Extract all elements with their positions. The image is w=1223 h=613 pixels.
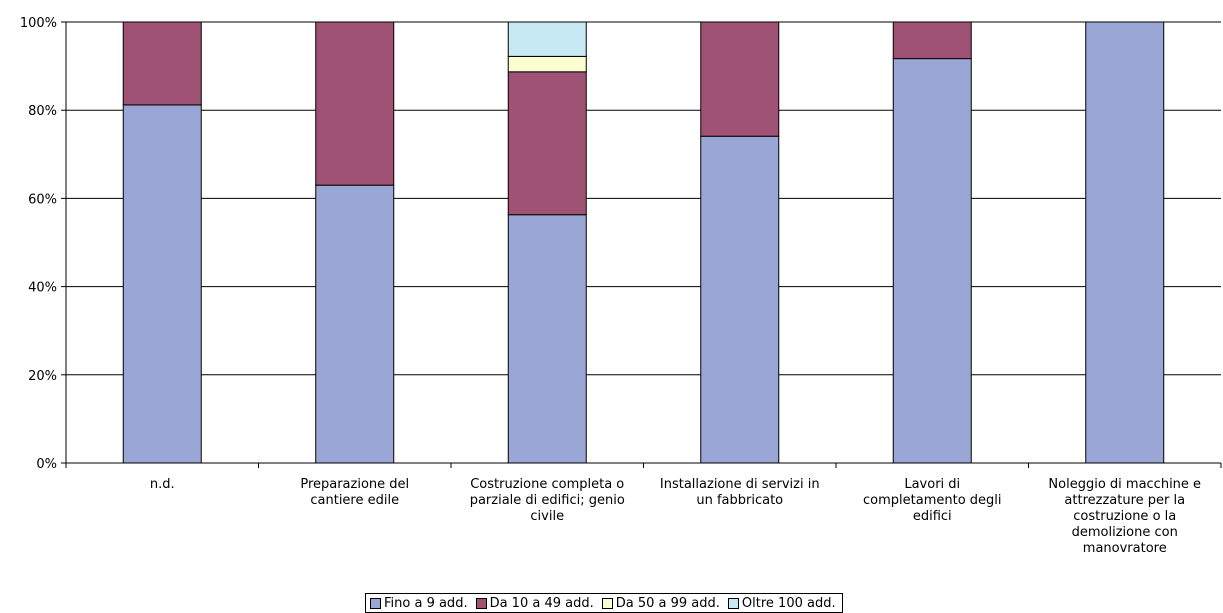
y-tick-label: 20%	[28, 369, 57, 384]
legend-label: Fino a 9 add.	[384, 595, 468, 611]
bar-segment	[507, 55, 587, 73]
x-category-label: Costruzione completa o parziale di edifi…	[469, 477, 625, 524]
bar-segment	[700, 135, 780, 464]
y-tick-label: 40%	[28, 281, 57, 296]
bar-segment	[892, 21, 972, 60]
legend-swatch	[601, 597, 613, 609]
x-category-label: n.d.	[149, 477, 175, 492]
legend-label: Oltre 100 add.	[741, 595, 836, 611]
bar-segment	[315, 21, 395, 186]
y-tick-label: 60%	[28, 192, 57, 207]
bar-segment	[1085, 21, 1165, 464]
axes	[65, 22, 1222, 468]
bar-segment	[122, 21, 202, 106]
bar-segment	[507, 71, 587, 216]
y-tick-label: 80%	[28, 104, 57, 119]
legend-swatch	[475, 597, 487, 609]
x-category-label: Preparazione del cantiere edile	[300, 477, 410, 508]
legend-label: Da 50 a 99 add.	[615, 595, 720, 611]
y-axis-tick-labels: 0% 20% 40% 60% 80% 100%	[20, 16, 57, 472]
gridlines	[61, 21, 1221, 464]
legend-swatch	[370, 597, 381, 609]
bar-segment	[507, 21, 587, 57]
stacked-bar-chart: 0% 20% 40% 60% 80% 100%	[20, 16, 1222, 472]
y-tick-label: 0%	[36, 457, 57, 472]
bars	[122, 21, 1165, 464]
x-category-label: Noleggio di macchine e attrezzature per …	[1048, 477, 1202, 556]
legend-swatch	[727, 597, 739, 609]
bar-segment	[892, 58, 972, 464]
legend-item: Fino a 9 add.	[370, 596, 468, 611]
legend-label: Da 10 a 49 add.	[489, 595, 594, 611]
x-category-label: Installazione di servizi in un fabbricat…	[659, 477, 820, 508]
bar-segment	[122, 104, 202, 464]
legend: Fino a 9 add. Da 10 a 49 add. Da 50 a 99 a…	[365, 593, 843, 613]
legend-item: Da 10 a 49 add.	[475, 595, 594, 611]
legend-item: Oltre 100 add.	[727, 595, 836, 611]
y-tick-label: 100%	[20, 16, 57, 31]
bar-segment	[315, 184, 395, 464]
x-category-label: Lavori di completamento degli edifici	[863, 477, 1002, 524]
bar-segment	[507, 214, 587, 464]
legend-item: Da 50 a 99 add.	[601, 595, 720, 611]
bar-segment	[700, 21, 780, 137]
